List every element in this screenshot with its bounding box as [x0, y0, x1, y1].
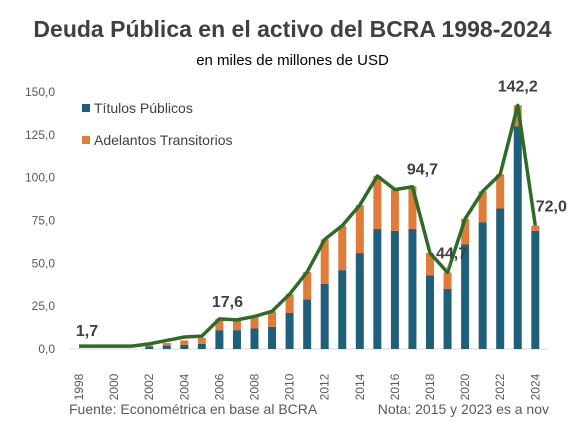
legend-swatch [82, 104, 90, 112]
bar-adelantos-transitorios [250, 316, 259, 329]
x-tick-label: 2020 [458, 373, 472, 400]
bar-adelantos-transitorios [408, 186, 417, 230]
x-tick-label: 2004 [177, 373, 191, 400]
bar-titulos-publicos [390, 230, 399, 349]
bar-adelantos-transitorios [215, 318, 224, 331]
x-tick-label: 2022 [493, 373, 507, 400]
y-tick-label: 25,0 [32, 299, 56, 313]
x-tick-label: 2008 [248, 373, 262, 400]
legend-swatch [82, 136, 90, 144]
bar-titulos-publicos [162, 345, 171, 349]
bar-titulos-publicos [145, 346, 154, 349]
y-tick-label: 75,0 [32, 214, 56, 228]
x-tick-label: 2014 [353, 373, 367, 400]
bar-adelantos-transitorios [478, 191, 487, 223]
legend-label: Adelantos Transitorios [94, 132, 233, 148]
bar-adelantos-transitorios [320, 239, 329, 284]
bar-adelantos-transitorios [426, 253, 434, 276]
y-tick-label: 100,0 [25, 171, 55, 185]
data-label: 44,7 [436, 245, 467, 262]
y-tick-label: 0,0 [38, 342, 55, 356]
bar-adelantos-transitorios [443, 272, 452, 290]
chart-title: Deuda Pública en el activo del BCRA 1998… [33, 16, 552, 42]
total-line [79, 103, 538, 348]
bar-adelantos-transitorios [197, 337, 206, 344]
y-tick-label: 125,0 [25, 128, 55, 142]
data-label: 142,2 [498, 78, 538, 95]
data-label: 1,7 [76, 323, 98, 340]
bar-adelantos-transitorios [145, 345, 154, 347]
bar-adelantos-transitorios [162, 343, 171, 346]
bar-titulos-publicos [180, 344, 189, 349]
bar-titulos-publicos [355, 253, 364, 349]
bar-adelantos-transitorios [232, 319, 241, 331]
x-tick-label: 2024 [528, 373, 542, 400]
bar-titulos-publicos [215, 330, 224, 349]
footnote: Nota: 2015 y 2023 es a nov [378, 401, 549, 417]
bar-adelantos-transitorios [338, 225, 347, 271]
bar-titulos-publicos [232, 330, 241, 349]
source-note: Fuente: Econométrica en base al BCRA [69, 401, 318, 417]
bar-adelantos-transitorios [531, 225, 540, 231]
x-tick-label: 2012 [318, 373, 332, 400]
bar-adelantos-transitorios [285, 294, 294, 314]
bar-titulos-publicos [250, 328, 259, 349]
x-tick-label: 2000 [107, 373, 121, 400]
y-tick-label: 150,0 [25, 85, 55, 99]
data-label: 17,6 [212, 294, 243, 311]
bar-titulos-publicos [373, 229, 382, 349]
bar-titulos-publicos [461, 244, 470, 349]
bar-adelantos-transitorios [303, 271, 312, 300]
leader-line [446, 262, 451, 271]
bar-adelantos-transitorios [373, 175, 382, 230]
data-label: 72,0 [536, 199, 567, 216]
x-tick-label: 2018 [423, 373, 437, 400]
x-tick-label: 1998 [72, 373, 86, 400]
bar-titulos-publicos [408, 229, 417, 349]
bar-titulos-publicos [303, 299, 312, 349]
bar-titulos-publicos [496, 208, 505, 349]
bar-titulos-publicos [338, 270, 347, 349]
x-tick-label: 2016 [388, 373, 402, 400]
bar-titulos-publicos [197, 343, 206, 349]
bar-titulos-publicos [268, 326, 277, 349]
legend-label: Títulos Públicos [94, 100, 193, 116]
x-tick-label: 2010 [283, 373, 297, 400]
x-tick-label: 2002 [142, 373, 156, 400]
data-label: 94,7 [407, 162, 438, 179]
bar-adelantos-transitorios [355, 205, 364, 254]
bar-titulos-publicos [478, 222, 487, 349]
bar-adelantos-transitorios [390, 189, 399, 231]
bar-titulos-publicos [285, 313, 294, 349]
chart-subtitle: en miles de millones de USD [196, 52, 389, 69]
bar-titulos-publicos [443, 289, 452, 349]
bar-titulos-publicos [320, 283, 329, 349]
bar-titulos-publicos [426, 275, 434, 349]
bar-titulos-publicos [531, 230, 540, 349]
bar-adelantos-transitorios [268, 311, 277, 327]
y-tick-label: 50,0 [32, 256, 56, 270]
bar-adelantos-transitorios [496, 174, 505, 209]
bar-titulos-publicos [513, 126, 522, 350]
x-tick-label: 2006 [212, 373, 226, 400]
bar-adelantos-transitorios [461, 218, 470, 245]
bar-adelantos-transitorios [180, 340, 189, 345]
